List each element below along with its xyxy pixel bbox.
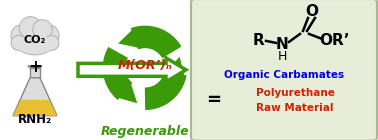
Ellipse shape [19,17,42,39]
Text: M(OR’)ₙ: M(OR’)ₙ [118,59,172,72]
Text: N: N [276,37,288,52]
Ellipse shape [11,25,32,46]
Polygon shape [13,100,57,116]
Text: =: = [206,91,222,109]
Ellipse shape [33,20,52,39]
Text: Regenerable: Regenerable [101,125,189,138]
Ellipse shape [44,35,59,50]
Text: R: R [252,33,264,48]
Ellipse shape [14,25,56,55]
Ellipse shape [15,35,54,53]
Text: +: + [28,58,42,76]
FancyArrow shape [78,58,186,82]
Ellipse shape [38,25,59,46]
Text: H: H [277,50,287,63]
Text: CO₂: CO₂ [24,35,46,45]
FancyBboxPatch shape [191,0,377,140]
Text: O: O [305,4,319,19]
Polygon shape [30,68,40,78]
Polygon shape [28,66,42,68]
Ellipse shape [11,35,26,50]
Text: Organic Carbamates: Organic Carbamates [224,70,344,80]
Text: RNH₂: RNH₂ [18,113,52,126]
Polygon shape [163,57,186,80]
Text: Raw Material: Raw Material [256,103,334,113]
Polygon shape [118,27,142,48]
Polygon shape [13,78,57,116]
Text: OR’: OR’ [319,33,349,48]
Polygon shape [114,80,137,103]
Text: Polyurethane: Polyurethane [256,88,335,98]
